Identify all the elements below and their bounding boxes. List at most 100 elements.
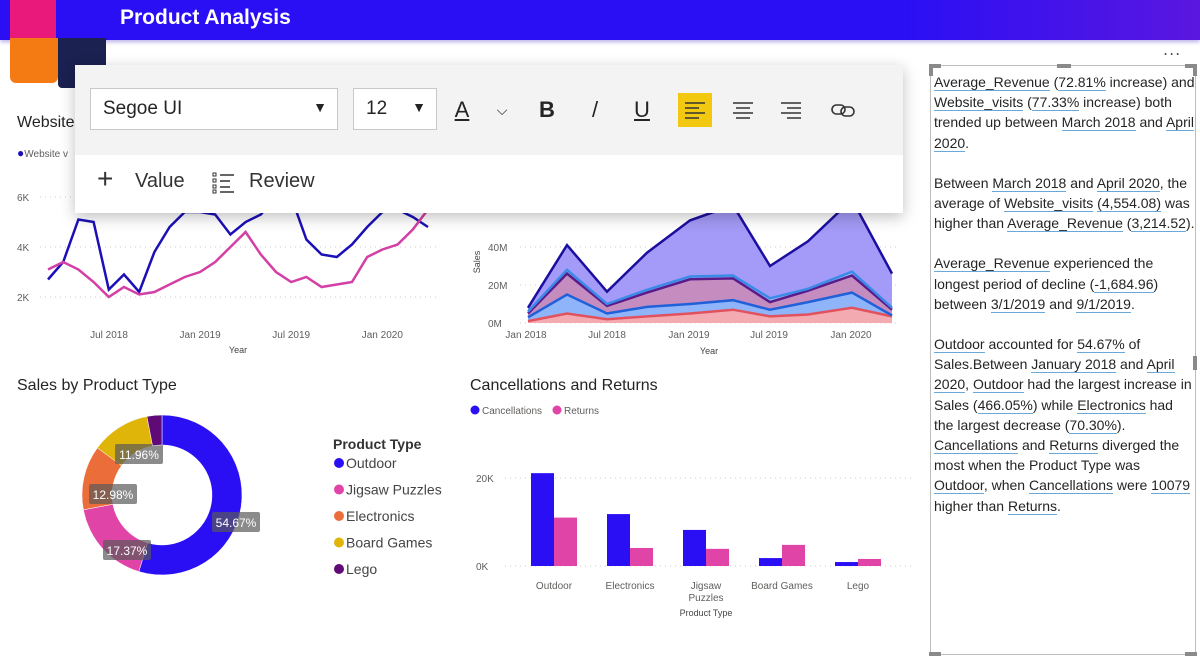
line-series-Average_Revenue xyxy=(47,208,429,299)
narrative-highlight[interactable]: (4,554.08) xyxy=(1097,195,1161,213)
text-format-toolbar: Segoe UI ▼ 12 ▼ A ⌵ B / U + Value Review xyxy=(75,65,903,213)
narrative-highlight[interactable]: April 2020 xyxy=(934,114,1194,152)
narrative-highlight[interactable]: Electronics xyxy=(1077,396,1146,414)
bar-cancellations xyxy=(683,529,706,566)
x-axis-title: Product Type xyxy=(680,608,733,618)
legend-dot-icon xyxy=(552,405,562,415)
donut-slice-jigsaw-puzzles xyxy=(83,503,148,572)
narrative-highlight[interactable]: 77.33% xyxy=(1031,94,1080,112)
narrative-text-segment: were xyxy=(1113,477,1152,494)
line-chart-title: Website xyxy=(17,114,75,131)
narrative-highlight[interactable]: January 2018 xyxy=(1031,356,1117,374)
resize-handle[interactable] xyxy=(1193,356,1197,370)
narrative-text-segment: higher than xyxy=(934,497,1008,514)
toolbar-actions-row: + Value Review xyxy=(75,155,903,213)
narrative-text-segment: ). xyxy=(1185,215,1195,232)
y-tick-label: 0K xyxy=(476,562,489,573)
resize-handle[interactable] xyxy=(1057,64,1071,68)
resize-handle[interactable] xyxy=(1185,652,1197,656)
narrative-highlight[interactable]: 3/1/2019 xyxy=(990,295,1046,313)
narrative-paragraph: Average_Revenue experienced the longest … xyxy=(934,253,1196,314)
y-tick-label: 20M xyxy=(488,281,507,292)
smart-narrative-box[interactable]: Average_Revenue (72.81% increase) and We… xyxy=(929,64,1197,656)
bar-returns xyxy=(554,517,577,566)
narrative-highlight[interactable]: Average_Revenue xyxy=(934,255,1050,273)
align-right-icon xyxy=(781,102,801,119)
narrative-highlight[interactable]: 72.81% xyxy=(1058,74,1106,91)
page-title: Product Analysis xyxy=(120,6,291,29)
narrative-highlight[interactable]: 9/1/2019 xyxy=(1076,295,1131,313)
x-tick-label: Jan 2020 xyxy=(830,330,872,341)
font-size-dropdown[interactable]: 12 ▼ xyxy=(353,88,437,130)
narrative-highlight[interactable]: March 2018 xyxy=(1061,114,1136,132)
narrative-highlight[interactable]: April 2020 xyxy=(934,356,1175,394)
narrative-text-segment: had the largest increase in Sales ( xyxy=(934,376,1192,413)
narrative-highlight[interactable]: Cancellations xyxy=(934,437,1019,455)
area-series-line xyxy=(527,291,893,319)
narrative-highlight[interactable]: 54.67% xyxy=(1077,336,1125,354)
x-tick-label: Jul 2019 xyxy=(272,330,310,341)
data-label: 11.96% xyxy=(119,448,159,462)
resize-handle[interactable] xyxy=(929,652,941,656)
narrative-highlight[interactable]: 3,214.52 xyxy=(1131,215,1186,233)
add-value-button[interactable]: Value xyxy=(135,170,185,192)
review-button[interactable]: Review xyxy=(249,170,315,192)
narrative-text-segment: experienced the longest period of declin… xyxy=(934,255,1154,292)
narrative-text-segment: diverged the most when the Product Type … xyxy=(934,437,1180,474)
resize-handle[interactable] xyxy=(929,64,941,68)
font-color-button[interactable]: A xyxy=(454,97,470,122)
font-color-chevron-icon[interactable]: ⌵ xyxy=(496,102,508,118)
narrative-highlight[interactable]: Average_Revenue xyxy=(934,74,1050,91)
bar-returns xyxy=(706,548,729,566)
narrative-highlight[interactable]: March 2018 xyxy=(992,174,1067,192)
narrative-highlight[interactable]: Outdoor xyxy=(934,336,985,354)
toolbar-format-row: Segoe UI ▼ 12 ▼ A ⌵ B / U xyxy=(75,65,903,155)
narrative-text-segment: accounted for xyxy=(984,336,1078,353)
y-tick-label: 6K xyxy=(17,193,30,204)
narrative-paragraph: Outdoor accounted for 54.67% of Sales.Be… xyxy=(934,334,1196,516)
narrative-text-segment: and xyxy=(1045,295,1077,312)
font-family-dropdown[interactable]: Segoe UI ▼ xyxy=(90,88,338,130)
x-tick-label: Jul 2019 xyxy=(750,330,788,341)
narrative-highlight[interactable]: Cancellations xyxy=(1028,477,1114,495)
resize-handle[interactable] xyxy=(929,64,933,76)
narrative-highlight[interactable]: Website_visits xyxy=(934,94,1024,112)
report-header: Product Analysis xyxy=(0,0,1200,40)
x-tick-label: Jigsaw xyxy=(691,581,722,592)
italic-button[interactable]: / xyxy=(591,97,599,122)
align-center-button[interactable] xyxy=(726,93,760,127)
narrative-highlight[interactable]: Returns xyxy=(1049,437,1099,455)
legend-dot-icon xyxy=(334,564,344,574)
x-tick-label: Jul 2018 xyxy=(588,330,626,341)
line-series-Website_visits xyxy=(47,195,429,295)
x-tick-label: Outdoor xyxy=(536,581,573,592)
link-button[interactable] xyxy=(826,93,860,127)
narrative-highlight[interactable]: 466.05% xyxy=(977,396,1033,414)
narrative-highlight[interactable]: Outdoor xyxy=(972,376,1024,394)
narrative-text-segment: ). xyxy=(1116,416,1126,433)
bar-cancellations xyxy=(759,558,782,566)
resize-handle[interactable] xyxy=(1193,64,1197,76)
more-options-button[interactable]: ... xyxy=(1163,40,1182,59)
narrative-highlight[interactable]: Returns xyxy=(1007,497,1057,515)
narrative-highlight[interactable]: 70.30% xyxy=(1069,416,1117,434)
underline-button[interactable]: U xyxy=(634,97,650,122)
x-tick-label: Jan 2019 xyxy=(180,330,222,341)
narrative-text[interactable]: Average_Revenue (72.81% increase) and We… xyxy=(934,72,1196,536)
bar-chart-title: Cancellations and Returns xyxy=(470,377,658,394)
narrative-highlight[interactable]: 10079 xyxy=(1151,477,1191,495)
legend-dot-icon: ● xyxy=(17,146,25,160)
narrative-text-segment: , xyxy=(965,376,973,393)
align-left-button[interactable] xyxy=(678,93,712,127)
narrative-text-segment: was higher than xyxy=(934,195,1190,232)
bold-button[interactable]: B xyxy=(539,97,555,122)
align-right-button[interactable] xyxy=(774,93,808,127)
narrative-highlight[interactable]: Website_visits xyxy=(1004,195,1094,213)
narrative-highlight[interactable]: April 2020 xyxy=(1096,174,1160,192)
resize-handle[interactable] xyxy=(1185,64,1197,68)
narrative-highlight[interactable]: Outdoor xyxy=(934,477,984,495)
bar-chart: Cancellations Returns 0K 20K Outdoor Electron… xyxy=(470,405,915,618)
narrative-highlight[interactable]: Average_Revenue xyxy=(1007,215,1123,233)
narrative-highlight[interactable]: -1,684.96 xyxy=(1094,275,1154,293)
narrative-text-segment: , when xyxy=(983,477,1029,494)
